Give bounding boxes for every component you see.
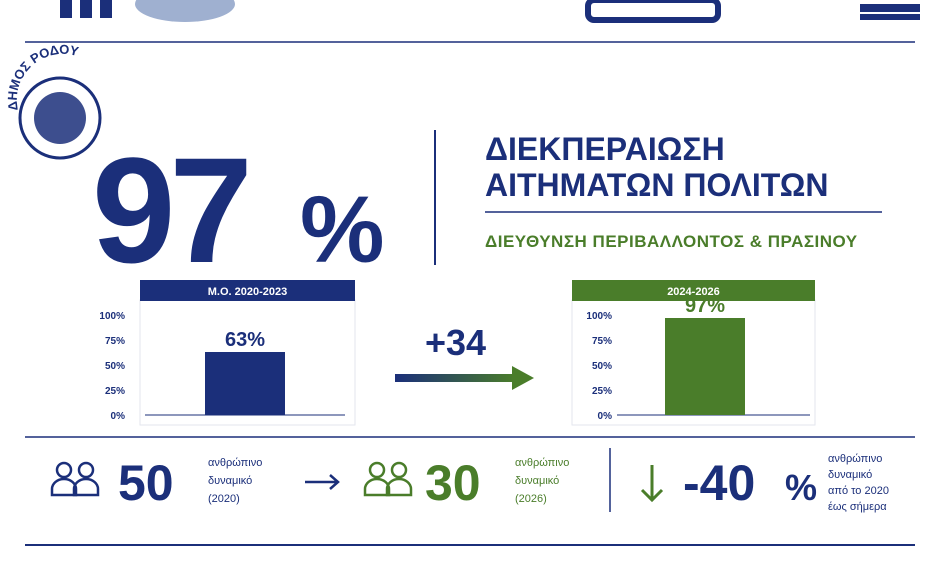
chart-title: Μ.Ο. 2020-2023 (208, 286, 288, 298)
headline-unit: % (300, 177, 384, 283)
value-label: 97% (685, 295, 725, 317)
title-line: ΔΙΕΚΠΕΡΑΙΩΣΗ (485, 131, 725, 167)
stat-text: από το 2020 (828, 485, 889, 497)
headline-number: 97 (92, 126, 247, 294)
stat-text: (2020) (208, 493, 240, 505)
people-icon (363, 461, 413, 497)
stat-text: δυναμικό (515, 475, 559, 487)
change-arrow (395, 374, 515, 382)
change-arrowhead (512, 366, 534, 390)
stat-number: -40 (683, 455, 755, 511)
stat-text: δυναμικό (208, 475, 252, 487)
y-tick-label: 75% (105, 336, 125, 347)
y-tick-label: 100% (99, 311, 125, 322)
y-tick-label: 0% (111, 411, 126, 422)
down-arrow (640, 465, 664, 503)
bar (665, 318, 745, 415)
value-label: 63% (225, 329, 265, 351)
top-strip (60, 0, 920, 23)
people-icon (50, 461, 100, 497)
subtitle: ΔΙΕΥΘΥΝΣΗ ΠΕΡΙΒΑΛΛΟΝΤΟΣ & ΠΡΑΣΙΝΟΥ (485, 232, 858, 251)
y-tick-label: 25% (105, 386, 125, 397)
y-tick-label: 75% (592, 336, 612, 347)
bar (205, 352, 285, 415)
chart-header (140, 280, 355, 301)
change-value: +34 (425, 322, 486, 363)
stat-arrow (305, 474, 340, 490)
title-line: ΑΙΤΗΜΑΤΩΝ ΠΟΛΙΤΩΝ (485, 167, 829, 203)
y-tick-label: 100% (586, 311, 612, 322)
stat-text: ανθρώπινο (828, 453, 882, 465)
y-tick-label: 50% (105, 361, 125, 372)
stat-text: (2026) (515, 493, 547, 505)
chart-header (572, 280, 815, 301)
y-tick-label: 0% (598, 411, 613, 422)
stat-text: δυναμικό (828, 469, 872, 481)
stat-unit: % (785, 467, 817, 508)
stat-number: 30 (425, 455, 481, 511)
chart-title: 2024-2026 (667, 286, 720, 298)
charts: Μ.Ο. 2020-2023 0% 25% 50% 75% 100% 63% 2024-202… (99, 280, 816, 426)
stat-text: ανθρώπινο (515, 457, 569, 469)
stat-text: έως σήμερα (828, 501, 887, 513)
logo: ΔΗΜΟΣ ΡΟΔΟΥ (5, 42, 102, 160)
y-tick-label: 25% (592, 386, 612, 397)
stat-number: 50 (118, 455, 174, 511)
stat-text: ανθρώπινο (208, 457, 262, 469)
y-tick-label: 50% (592, 361, 612, 372)
